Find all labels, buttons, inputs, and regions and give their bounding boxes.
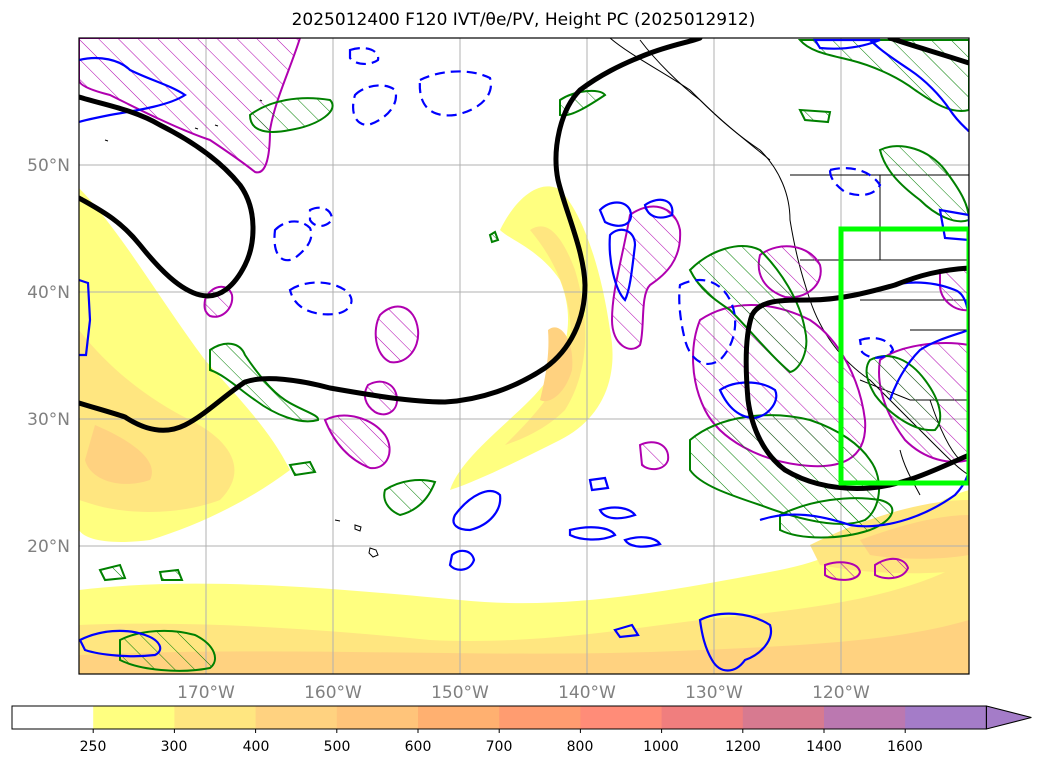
lon-label: 170°W xyxy=(177,683,235,703)
colorbar-segment xyxy=(336,706,419,729)
lat-label: 40°N xyxy=(27,283,70,303)
map-panel xyxy=(79,38,969,674)
lon-label: 130°W xyxy=(685,683,743,703)
colorbar-segment xyxy=(905,706,987,729)
height-pc-contours xyxy=(79,38,969,491)
lon-label: 150°W xyxy=(431,683,489,703)
colorbar-tick-label: 250 xyxy=(80,739,107,755)
ivt-shading xyxy=(79,186,969,674)
colorbar-segment xyxy=(742,706,825,729)
colorbar-extend-arrow xyxy=(985,705,1032,730)
height-contours-dashed xyxy=(273,46,895,365)
colorbar-tick-label: 600 xyxy=(405,739,432,755)
colorbar-tick-label: 1000 xyxy=(643,739,679,755)
colorbar-tick-label: 700 xyxy=(486,739,513,755)
lon-label: 140°W xyxy=(558,683,616,703)
colorbar-segment xyxy=(499,706,581,729)
colorbar-segment xyxy=(824,706,906,729)
colorbar-segment xyxy=(580,706,663,729)
colorbar-segment xyxy=(12,706,94,729)
chart-title: 2025012400 F120 IVT/θe/PV, Height PC (20… xyxy=(291,10,756,30)
colorbar-segment xyxy=(255,706,338,729)
lon-label: 160°W xyxy=(304,683,362,703)
longitude-labels: 170°W 160°W 150°W 140°W 130°W 120°W xyxy=(177,683,870,703)
colorbar-segment xyxy=(661,706,744,729)
highlight-box xyxy=(838,226,969,486)
colorbar-segment xyxy=(93,706,175,729)
colorbar-tick-label: 1200 xyxy=(725,739,761,755)
colorbar-tick-label: 300 xyxy=(161,739,188,755)
lat-label: 30°N xyxy=(27,410,70,430)
colorbar-tick-label: 500 xyxy=(324,739,351,755)
colorbar-tick-label: 800 xyxy=(567,739,594,755)
colorbar-tick-label: 1400 xyxy=(806,739,842,755)
lon-label: 120°W xyxy=(812,683,870,703)
latitude-labels: 50°N 40°N 30°N 20°N xyxy=(27,156,70,557)
lat-label: 50°N xyxy=(27,156,70,176)
colorbar-ticks: 250 300 400 500 600 700 800 1000 1200 14… xyxy=(80,739,923,755)
colorbar-tick-label: 1600 xyxy=(887,739,923,755)
colorbar-segment xyxy=(174,706,257,729)
colorbar xyxy=(11,705,1032,733)
map-frame xyxy=(78,37,970,675)
lat-label: 20°N xyxy=(27,537,70,557)
colorbar-tick-label: 400 xyxy=(243,739,270,755)
colorbar-segment xyxy=(418,706,500,729)
